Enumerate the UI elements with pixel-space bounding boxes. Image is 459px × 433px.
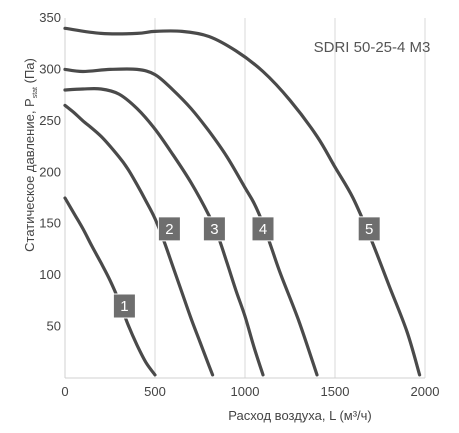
y-axis-label: Статическое давление, Pstat (Па) <box>22 58 39 252</box>
y-tick-label-50: 50 <box>47 319 61 334</box>
series-badge-1 <box>112 293 136 319</box>
series-curve-2 <box>63 103 215 377</box>
series-badge-2 <box>157 216 181 242</box>
series-badge-label-3: 3 <box>210 221 218 238</box>
x-tick-label-2000: 2000 <box>411 384 440 399</box>
series-curves <box>63 26 422 377</box>
x-tick-label-0: 0 <box>61 384 68 399</box>
series-badge-label-4: 4 <box>259 221 267 238</box>
y-tick-label-200: 200 <box>39 164 61 179</box>
y-tick-label-100: 100 <box>39 267 61 282</box>
y-axis-label-main: Статическое давление, P <box>22 98 37 252</box>
series-badge-3 <box>202 216 226 242</box>
y-tick-label-150: 150 <box>39 216 61 231</box>
y-tick-label-250: 250 <box>39 113 61 128</box>
series-badge-4 <box>251 216 275 242</box>
grid-lines <box>154 18 426 378</box>
tick-labels: 0 500 1000 1500 2000 50 100 150 200 250 300 350 <box>39 10 439 399</box>
x-tick-label-500: 500 <box>144 384 166 399</box>
series-curve-5 <box>63 26 422 377</box>
y-axis-label-subscript: stat <box>32 87 39 98</box>
series-badge-label-5: 5 <box>365 221 373 238</box>
y-tick-label-350: 350 <box>39 10 61 25</box>
series-badge-label-1: 1 <box>120 298 128 315</box>
series-badge-5 <box>357 216 381 242</box>
chart-title: SDRI 50-25-4 M3 <box>314 39 431 56</box>
series-curve-4 <box>63 67 319 377</box>
series-labels: 1 2 3 4 5 <box>112 216 381 319</box>
series-curve-1 <box>63 196 157 377</box>
y-axis-label-unit-text: (Па) <box>22 58 37 83</box>
y-tick-label-300: 300 <box>39 61 61 76</box>
x-tick-label-1000: 1000 <box>231 384 260 399</box>
series-badge-label-2: 2 <box>165 221 173 238</box>
x-tick-label-1500: 1500 <box>321 384 350 399</box>
x-axis-label: Расход воздуха, L (м³/ч) <box>228 408 372 423</box>
series-curve-3 <box>63 86 265 377</box>
